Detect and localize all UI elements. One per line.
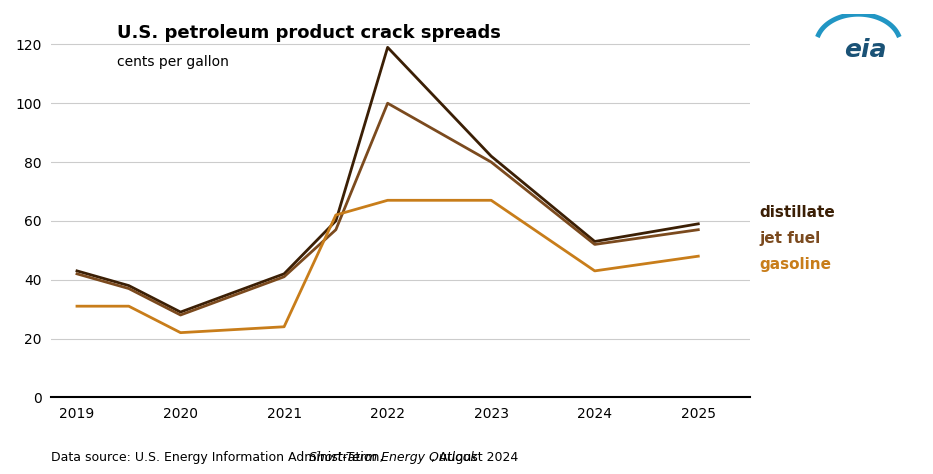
- Text: U.S. petroleum product crack spreads: U.S. petroleum product crack spreads: [117, 24, 500, 42]
- Text: , August 2024: , August 2024: [431, 451, 518, 464]
- Text: jet fuel: jet fuel: [759, 231, 821, 246]
- Text: cents per gallon: cents per gallon: [117, 55, 229, 69]
- Text: distillate: distillate: [759, 205, 835, 220]
- Text: gasoline: gasoline: [759, 257, 831, 272]
- Text: Short-Term Energy Outlook: Short-Term Energy Outlook: [309, 451, 478, 464]
- Text: Data source: U.S. Energy Information Administration,: Data source: U.S. Energy Information Adm…: [51, 451, 387, 464]
- Text: eia: eia: [843, 38, 886, 62]
